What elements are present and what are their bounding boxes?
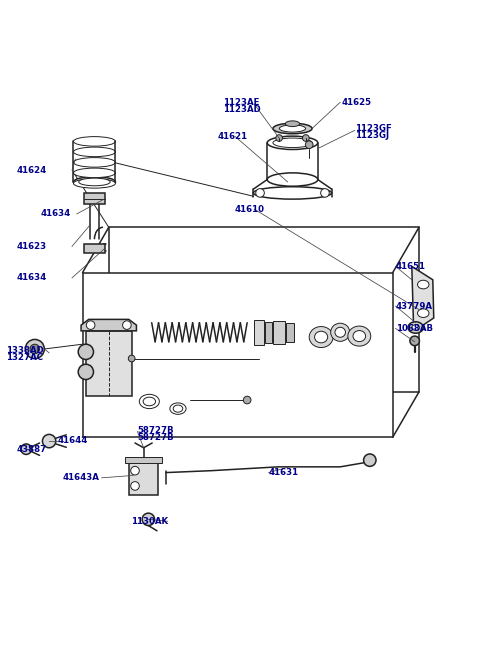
Circle shape <box>302 135 309 141</box>
Text: 41634: 41634 <box>40 210 71 218</box>
Circle shape <box>321 189 329 197</box>
Circle shape <box>131 481 139 490</box>
Bar <box>265 322 273 343</box>
Text: 58727B: 58727B <box>137 426 174 435</box>
Ellipse shape <box>418 309 429 318</box>
Ellipse shape <box>267 136 318 149</box>
Text: 41610: 41610 <box>234 204 264 214</box>
Circle shape <box>305 141 313 149</box>
Text: 41621: 41621 <box>217 132 247 141</box>
Text: 1123GJ: 1123GJ <box>356 131 390 140</box>
Circle shape <box>410 336 420 346</box>
Ellipse shape <box>143 397 156 405</box>
Circle shape <box>30 345 39 354</box>
Ellipse shape <box>253 187 332 199</box>
Circle shape <box>364 454 376 466</box>
Ellipse shape <box>139 394 159 409</box>
Ellipse shape <box>412 325 420 330</box>
Text: 41624: 41624 <box>17 166 47 174</box>
Text: 41625: 41625 <box>341 98 371 107</box>
Ellipse shape <box>73 168 116 178</box>
Circle shape <box>21 444 32 455</box>
Ellipse shape <box>335 328 346 337</box>
Text: 58727B: 58727B <box>137 433 174 441</box>
Circle shape <box>25 339 44 358</box>
Ellipse shape <box>348 326 371 346</box>
Circle shape <box>276 135 282 141</box>
Text: 1338AD: 1338AD <box>6 346 44 355</box>
Ellipse shape <box>73 158 116 167</box>
Bar <box>86 331 132 396</box>
Circle shape <box>42 434 56 448</box>
Polygon shape <box>83 272 393 438</box>
Bar <box>129 460 158 495</box>
Bar <box>125 457 162 463</box>
Text: 41623: 41623 <box>17 242 47 251</box>
Ellipse shape <box>73 179 116 188</box>
Bar <box>84 244 105 253</box>
Ellipse shape <box>73 147 116 157</box>
Ellipse shape <box>273 138 312 147</box>
Text: 1068AB: 1068AB <box>396 324 432 333</box>
Circle shape <box>86 321 95 329</box>
Text: 41634: 41634 <box>17 273 47 282</box>
Ellipse shape <box>267 173 318 186</box>
Ellipse shape <box>418 280 429 289</box>
Polygon shape <box>81 320 136 331</box>
Text: 41644: 41644 <box>58 436 88 445</box>
Text: 1327AC: 1327AC <box>6 353 43 362</box>
Ellipse shape <box>285 121 300 126</box>
Circle shape <box>243 396 251 404</box>
Ellipse shape <box>73 137 116 146</box>
Text: 1130AK: 1130AK <box>131 517 168 526</box>
Text: 1123GF: 1123GF <box>356 124 392 133</box>
Circle shape <box>256 189 264 197</box>
Ellipse shape <box>173 405 183 412</box>
Circle shape <box>128 355 135 362</box>
Circle shape <box>122 321 131 329</box>
Circle shape <box>78 345 94 360</box>
Text: 43887: 43887 <box>17 445 47 454</box>
Circle shape <box>78 364 94 379</box>
Bar <box>84 193 105 204</box>
Ellipse shape <box>79 178 110 186</box>
Text: 41651: 41651 <box>396 262 426 271</box>
Ellipse shape <box>408 322 423 333</box>
Ellipse shape <box>73 177 116 187</box>
Text: 41643A: 41643A <box>62 474 99 482</box>
Text: 1123AD: 1123AD <box>223 105 261 114</box>
Bar <box>274 321 285 344</box>
Bar <box>254 320 264 345</box>
Text: 41631: 41631 <box>269 468 299 477</box>
Bar <box>286 323 294 342</box>
Ellipse shape <box>279 125 306 132</box>
Text: 43779A: 43779A <box>396 301 432 310</box>
Text: 1123AE: 1123AE <box>223 98 260 107</box>
Circle shape <box>142 513 155 525</box>
Ellipse shape <box>309 327 333 348</box>
Ellipse shape <box>170 403 186 415</box>
Ellipse shape <box>273 123 312 134</box>
Ellipse shape <box>353 331 366 342</box>
Ellipse shape <box>331 323 350 341</box>
Circle shape <box>131 466 139 475</box>
Polygon shape <box>412 267 434 331</box>
Ellipse shape <box>314 331 328 343</box>
